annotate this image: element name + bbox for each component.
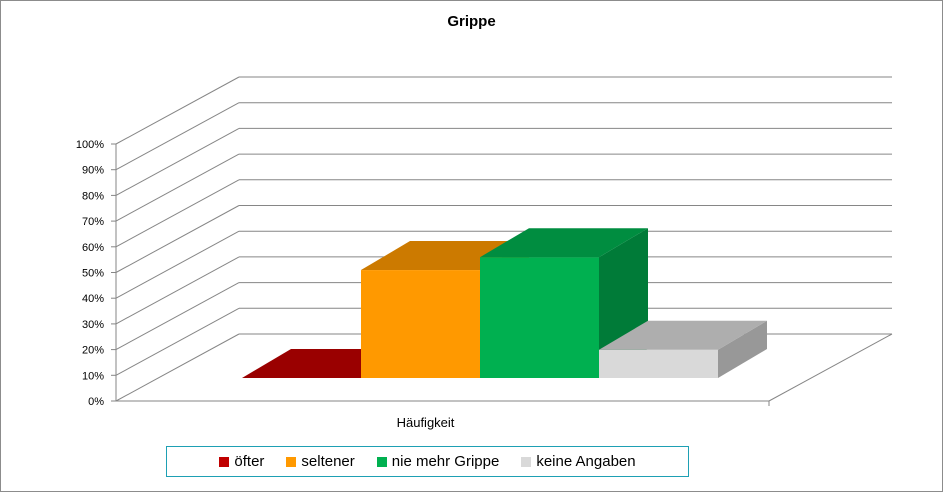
y-tick-label: 100% bbox=[76, 139, 104, 151]
bar-top-keine-angaben bbox=[599, 320, 767, 350]
y-tick-label: 30% bbox=[82, 319, 104, 331]
side-gridline bbox=[115, 102, 240, 171]
x-category-label: Häufigkeit bbox=[397, 415, 455, 430]
y-tick-label: 70% bbox=[82, 216, 104, 228]
y-tick-label: 20% bbox=[82, 345, 104, 357]
legend-swatch bbox=[376, 456, 387, 467]
floor-right-edge bbox=[768, 333, 893, 402]
bar-top-nie-mehr-grippe bbox=[480, 228, 648, 258]
legend-item-nie-mehr-grippe: nie mehr Grippe bbox=[376, 453, 500, 470]
bar-keine-angaben bbox=[599, 349, 718, 378]
legend: öfter seltener nie mehr Grippe keine Angabe… bbox=[166, 446, 689, 477]
side-gridline bbox=[115, 307, 240, 376]
bar-nie-mehr-grippe bbox=[480, 257, 599, 378]
y-tick-label: 80% bbox=[82, 190, 104, 202]
legend-swatch bbox=[219, 456, 230, 467]
bar-side-keine-angaben bbox=[718, 320, 767, 378]
legend-swatch bbox=[521, 456, 532, 467]
legend-swatch bbox=[286, 456, 297, 467]
side-gridline bbox=[115, 76, 240, 145]
y-tick-label: 60% bbox=[82, 242, 104, 254]
legend-label: öfter bbox=[234, 453, 265, 470]
side-gridline bbox=[115, 127, 240, 196]
y-tick-label: 50% bbox=[82, 268, 104, 280]
legend-item--fter: öfter bbox=[219, 453, 264, 470]
bar-seltener bbox=[361, 270, 480, 378]
side-gridline bbox=[115, 256, 240, 325]
side-gridline bbox=[115, 230, 240, 299]
y-tick-label: 40% bbox=[82, 293, 104, 305]
y-tick-label: 0% bbox=[88, 396, 104, 408]
side-gridline bbox=[115, 205, 240, 273]
legend-label: keine Angaben bbox=[536, 453, 636, 470]
side-gridline bbox=[115, 333, 240, 402]
y-tick-label: 90% bbox=[82, 165, 104, 177]
side-gridline bbox=[115, 282, 240, 351]
legend-label: seltener bbox=[301, 453, 355, 470]
legend-label: nie mehr Grippe bbox=[391, 453, 500, 470]
side-gridline bbox=[115, 153, 240, 222]
chart-title: Grippe bbox=[447, 13, 496, 30]
legend-item-keine-angaben: keine Angaben bbox=[521, 453, 636, 470]
side-gridline bbox=[115, 179, 240, 248]
y-tick-label: 10% bbox=[82, 370, 104, 382]
legend-item-seltener: seltener bbox=[286, 453, 355, 470]
